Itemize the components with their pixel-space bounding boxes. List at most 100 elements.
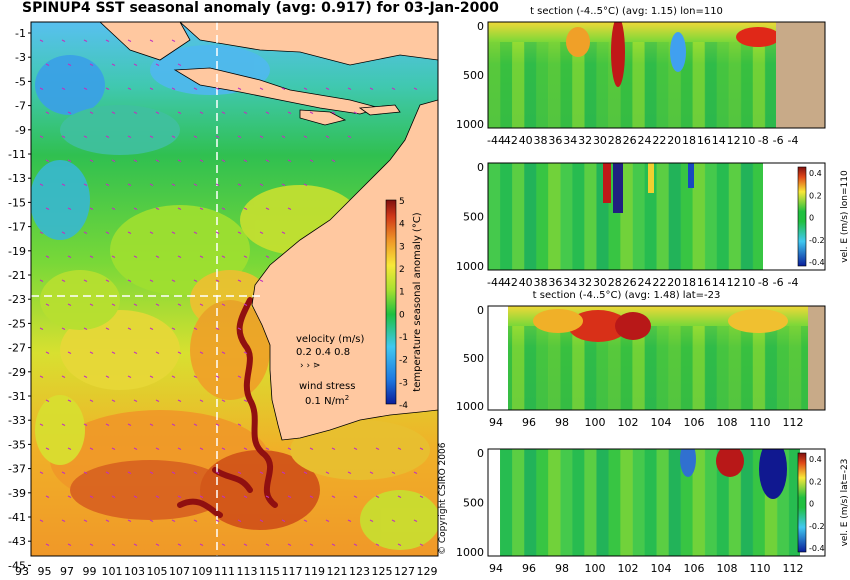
velocity-arrow — [309, 543, 314, 546]
section-x-tick-label: 34 — [563, 276, 577, 289]
velocity-arrow — [199, 207, 204, 210]
velocity-arrow — [45, 447, 50, 450]
velocity-arrow — [45, 159, 50, 162]
map-y-tick-label: -35 — [8, 438, 26, 451]
section-x-tick-label: 18 — [682, 134, 696, 147]
temperature-colorbar-ticks: 5 4 3 2 1 0 -1 -2 -3 -4 — [399, 197, 408, 411]
temperature-colorbar: 5 4 3 2 1 0 -1 -2 -3 -4 temperature seasonal anom… — [385, 197, 423, 411]
map-y-tick-label: -7 — [15, 100, 26, 113]
section-frame — [487, 162, 826, 271]
velocity-arrow — [133, 399, 138, 402]
velocity-arrow — [265, 543, 270, 546]
velocity-arrow — [221, 447, 226, 450]
velocity-arrow — [281, 519, 286, 522]
section-x-tick-label: 20 — [667, 134, 681, 147]
velocity-arrow — [243, 351, 248, 354]
velocity-arrow — [331, 159, 336, 162]
velocity-arrow — [133, 207, 138, 210]
section-y-tick-label: 1000 — [456, 118, 484, 131]
velocity-arrow — [287, 207, 292, 210]
velocity-arrow — [45, 111, 50, 114]
velocity-arrow — [89, 351, 94, 354]
velocity-arrow — [133, 63, 138, 66]
section-frame — [487, 448, 826, 557]
velocity-arrow — [259, 279, 264, 282]
section-panel-title: t section (-4..5°C) (avg: 1.15) lon=110 — [530, 6, 723, 17]
velocity-arrow — [67, 303, 72, 306]
section-x-tick-label: 24 — [638, 276, 652, 289]
velocity-arrow — [105, 279, 110, 282]
velocity-arrow — [155, 255, 160, 258]
section-x-tick-label: -44 — [487, 276, 505, 289]
map-x-tick-label: 123 — [349, 565, 370, 578]
velocity-arrow — [215, 375, 220, 378]
velocity-arrow — [39, 471, 44, 474]
velocity-arrow — [149, 327, 154, 330]
section-x-tick-label: 100 — [585, 416, 606, 429]
sst-map — [31, 22, 438, 556]
velocity-arrow — [419, 495, 424, 498]
map-y-tick-label: -9 — [15, 124, 26, 137]
velocity-colorbar-tick: -0.4 — [809, 544, 825, 553]
velocity-arrow — [243, 111, 248, 114]
map-y-tick-label: -23 — [8, 293, 26, 306]
velocity-arrow — [67, 255, 72, 258]
section-x-tick-label: 40 — [519, 276, 533, 289]
velocity-arrow — [303, 519, 308, 522]
section-x-tick-label: 110 — [750, 416, 771, 429]
velocity-arrow — [303, 183, 308, 186]
velocity-arrow — [237, 87, 242, 90]
map-x-tick-label: 129 — [417, 565, 438, 578]
map-y-tick-label: -21 — [8, 269, 26, 282]
velocity-arrow — [61, 327, 66, 330]
section-x-tick-label: 32 — [578, 134, 592, 147]
velocity-arrow — [83, 231, 88, 234]
velocity-arrow — [127, 471, 132, 474]
velocity-arrow — [45, 543, 50, 546]
section-x-tick-label: 104 — [651, 562, 672, 575]
map-y-tick-label: -41 — [8, 511, 26, 524]
map-y-tick-label: -33 — [8, 414, 26, 427]
velocity-arrow — [61, 39, 66, 42]
velocity-arrow — [265, 495, 270, 498]
velocity-arrow — [265, 207, 270, 210]
velocity-arrow — [127, 135, 132, 138]
velocity-arrow — [193, 423, 198, 426]
velocity-arrow — [171, 231, 176, 234]
section-y-tick-label: 0 — [477, 20, 484, 33]
map-x-tick-label: 109 — [192, 565, 213, 578]
velocity-arrow — [39, 39, 44, 42]
velocity-arrow — [83, 279, 88, 282]
velocity-arrow — [309, 495, 314, 498]
section-y-tick-label: 500 — [463, 497, 484, 510]
velocity-arrow — [105, 183, 110, 186]
section-x-tick-label: 40 — [519, 134, 533, 147]
velocity-arrow — [287, 495, 292, 498]
velocity-arrow — [347, 471, 352, 474]
velocity-arrow — [325, 471, 330, 474]
velocity-arrow — [397, 543, 402, 546]
section-field — [488, 306, 825, 410]
velocity-arrow — [177, 159, 182, 162]
velocity-colorbar-label: vel. E (m/s) lat=-23 — [840, 459, 850, 547]
section-x-tick-label: 112 — [783, 416, 804, 429]
velocity-colorbar — [797, 452, 807, 553]
velocity-arrow — [171, 327, 176, 330]
velocity-arrow — [347, 519, 352, 522]
velocity-arrow — [105, 87, 110, 90]
velocity-arrow — [155, 399, 160, 402]
map-y-axis: -1 -3 -5 -7 -9 -11 -13 -15 -17 -19 -21 -23 -25 -27 -29… — [8, 27, 31, 572]
map-x-tick-label: 113 — [237, 565, 258, 578]
section-x-tick-label: 12 — [727, 134, 741, 147]
section-x-tick-label: 28 — [608, 134, 622, 147]
velocity-arrow — [105, 375, 110, 378]
section-y-tick-label: 0 — [477, 447, 484, 460]
velocity-arrow — [375, 495, 380, 498]
section-x-tick-label: 38 — [534, 134, 548, 147]
velocity-arrow — [287, 447, 292, 450]
map-x-tick-label: 107 — [169, 565, 190, 578]
velocity-arrow — [243, 159, 248, 162]
velocity-arrow — [39, 183, 44, 186]
section-x-tick-label: 16 — [697, 276, 711, 289]
velocity-arrow — [221, 543, 226, 546]
